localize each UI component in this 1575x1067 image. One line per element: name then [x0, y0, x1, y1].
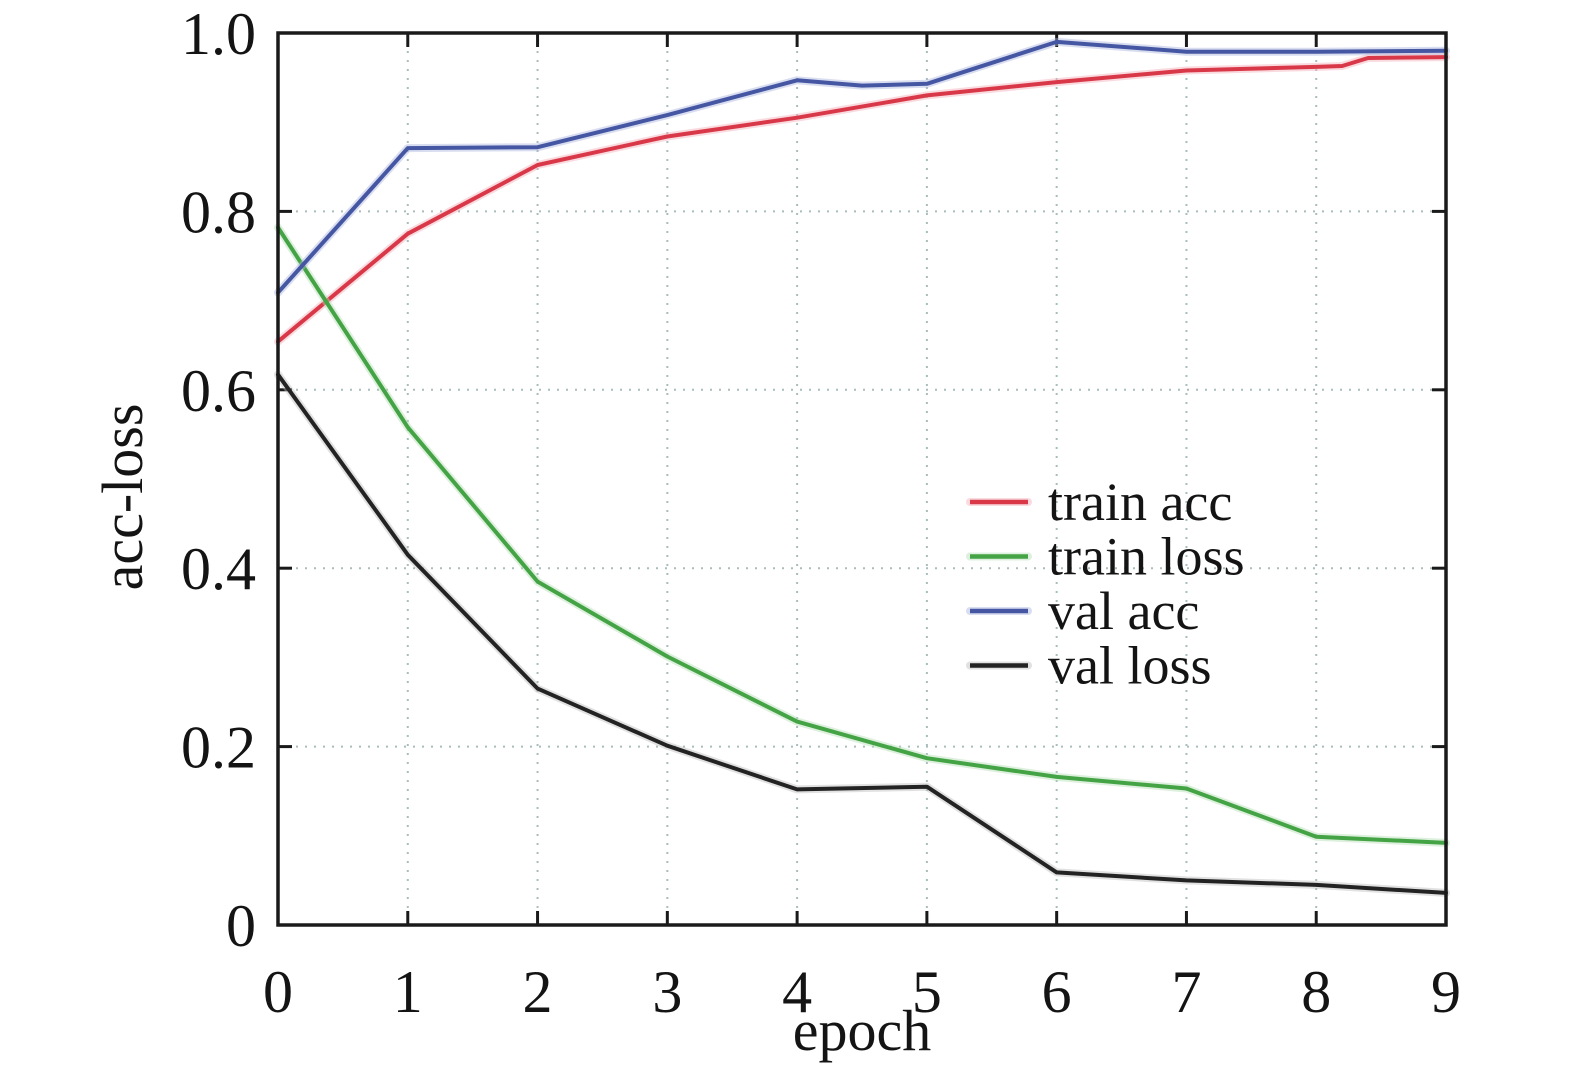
y-axis-label: acc-loss: [90, 404, 155, 591]
data-series: [274, 37, 1450, 897]
y-tick-label-1.0: 1.0: [181, 1, 256, 67]
x-tick-label-5: 5: [912, 959, 942, 1025]
legend-label-train-acc: train acc: [1048, 472, 1232, 532]
series-line-val-loss: [276, 372, 1448, 895]
legend-item-val-acc: val acc: [966, 581, 1199, 641]
legend-item-train-acc: train acc: [966, 472, 1232, 532]
legend-item-train-loss: train loss: [966, 527, 1245, 587]
legend-label-val-loss: val loss: [1048, 636, 1212, 696]
series-line-val-acc: [276, 39, 1448, 295]
series-halo-train-loss: [274, 223, 1450, 847]
legend-item-val-loss: val loss: [966, 636, 1212, 696]
x-axis-label: epoch: [793, 998, 932, 1063]
x-tick-label-4: 4: [782, 959, 812, 1025]
y-tick-label-0.2: 0.2: [181, 715, 256, 781]
series-halo-val-acc: [274, 37, 1450, 297]
x-tick-label-7: 7: [1171, 959, 1201, 1025]
y-tick-label-0: 0: [226, 893, 256, 959]
y-tick-labels: 0 0.2 0.4 0.6 0.8 1.0: [181, 1, 256, 959]
x-tick-label-1: 1: [393, 959, 423, 1025]
legend-label-train-loss: train loss: [1048, 527, 1245, 587]
x-tick-label-8: 8: [1301, 959, 1331, 1025]
x-tick-label-6: 6: [1042, 959, 1072, 1025]
y-tick-label-0.6: 0.6: [181, 358, 256, 424]
series-line-train-loss: [276, 225, 1448, 845]
x-tick-label-9: 9: [1431, 959, 1461, 1025]
plot-frame: [276, 31, 1448, 927]
x-tick-label-0: 0: [263, 959, 293, 1025]
series-halo-val-loss: [274, 370, 1450, 897]
x-tick-labels: 0 1 2 3 4 5 6 7 8 9: [263, 959, 1461, 1025]
series-halo-train-acc: [274, 53, 1450, 346]
y-tick-label-0.8: 0.8: [181, 179, 256, 245]
legend-label-val-acc: val acc: [1048, 581, 1199, 641]
x-tick-label-3: 3: [652, 959, 682, 1025]
y-tick-label-0.4: 0.4: [181, 536, 256, 602]
gridlines: [278, 33, 1446, 925]
x-tick-label-2: 2: [523, 959, 553, 1025]
series-line-train-acc: [276, 55, 1448, 344]
